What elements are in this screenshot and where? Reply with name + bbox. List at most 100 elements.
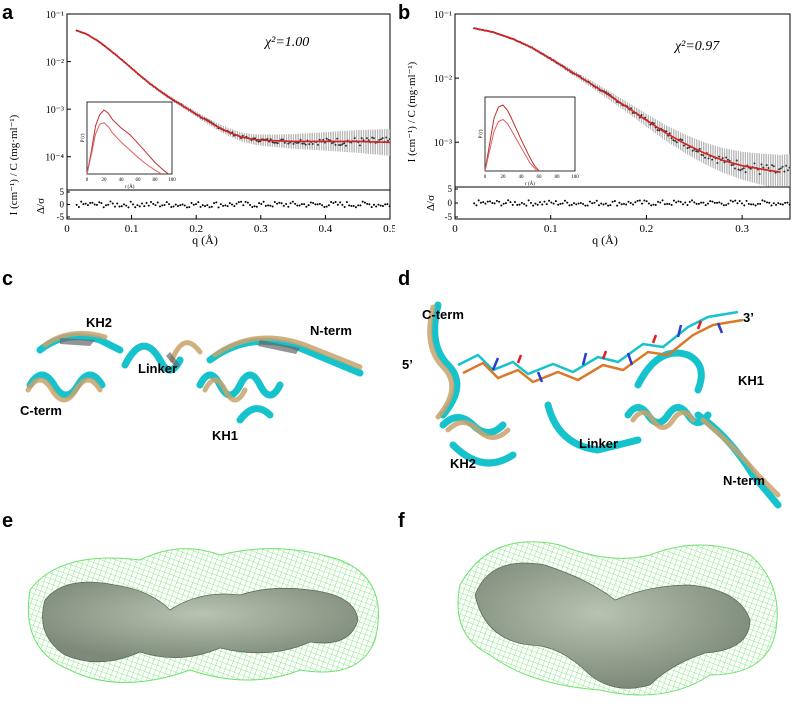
residual-point (772, 202, 775, 205)
residual-point (514, 201, 517, 204)
data-point (778, 168, 781, 171)
data-point (287, 142, 290, 145)
residual-point (386, 203, 389, 206)
residual-point (278, 201, 281, 204)
inset-tick-label: 20 (102, 178, 108, 183)
inset-tick-label: 0 (484, 175, 487, 180)
residual-point (240, 200, 243, 203)
residual-point (188, 206, 191, 209)
rna-sticks (457, 310, 744, 384)
residual-point (345, 201, 348, 204)
residual-point (228, 202, 231, 205)
cterm-label: C-term (20, 403, 62, 418)
residual-point (89, 201, 92, 204)
residual-point (579, 201, 582, 204)
residual-point (325, 205, 328, 208)
residual-point (262, 200, 265, 203)
residual-point (154, 204, 157, 207)
residual-point (366, 202, 369, 205)
residual-point (563, 199, 566, 202)
data-point (742, 167, 745, 170)
residual-point (548, 199, 551, 202)
residual-point (786, 201, 789, 204)
residual-point (523, 203, 526, 206)
chi-squared-label: χ²=1.00 (263, 35, 309, 50)
residual-point (709, 200, 712, 203)
residual-point (559, 202, 562, 205)
residual-tick-label: -5 (445, 212, 453, 222)
residual-point (566, 201, 569, 204)
data-point (282, 138, 285, 141)
residual-point (650, 204, 653, 207)
residual-point (545, 203, 548, 206)
residual-point (206, 204, 209, 207)
pr-curve (484, 118, 538, 172)
data-point (334, 143, 337, 146)
residual-point (125, 204, 128, 207)
residual-point (199, 205, 202, 208)
residual-point (720, 202, 723, 205)
residual-point (568, 204, 571, 207)
residual-point (684, 201, 687, 204)
residual-point (330, 200, 333, 203)
residual-point (339, 201, 342, 204)
residual-point (255, 205, 258, 208)
residual-point (201, 204, 204, 207)
ribbon-wheat (427, 304, 781, 498)
data-point (788, 166, 791, 169)
residual-point (595, 199, 598, 202)
residual-point (350, 205, 353, 208)
y-tick-label: 10⁻⁴ (45, 153, 64, 164)
y-axis-label: I (cm⁻¹) / C (mg·ml⁻¹) (8, 114, 20, 215)
residual-point (161, 204, 164, 207)
residual-point (156, 201, 159, 204)
residual-point (473, 202, 476, 205)
data-point (378, 139, 381, 142)
data-point (783, 170, 786, 173)
panel-label-a: a (2, 2, 14, 24)
residual-point (258, 202, 261, 205)
data-point (749, 167, 752, 170)
residual-point (582, 202, 585, 205)
residual-point (379, 204, 382, 207)
residual-point (500, 204, 503, 207)
residual-point (271, 205, 274, 208)
x-tick-label: 0.2 (640, 223, 654, 235)
residual-point (296, 204, 299, 207)
x-tick-label: 0.1 (544, 223, 558, 235)
residual-point (192, 203, 195, 206)
inset-y-label: P (r) (81, 133, 86, 142)
data-point (266, 137, 269, 140)
residual-tick-label: 0 (60, 200, 65, 210)
residual-point (600, 202, 603, 205)
residual-point (309, 201, 312, 204)
inset-tick-label: 80 (153, 178, 159, 183)
y-tick-label: 10⁻³ (434, 138, 452, 149)
residual-point (734, 199, 737, 202)
data-point (744, 171, 747, 174)
residual-point (95, 203, 98, 206)
residual-point (700, 201, 703, 204)
inset-tick-label: 80 (555, 175, 561, 180)
data-point (716, 161, 719, 164)
data-point (327, 138, 330, 141)
residual-point (718, 201, 721, 204)
residual-point (111, 202, 114, 205)
residual-point (697, 202, 700, 205)
data-point (271, 141, 274, 144)
kh1-label: KH1 (212, 428, 238, 443)
residual-point (625, 203, 628, 206)
residual-point (627, 200, 630, 203)
residual-point (604, 202, 607, 205)
data-point (786, 169, 789, 172)
nterm-label: N-term (723, 473, 765, 488)
residual-point (363, 201, 366, 204)
residual-point (668, 203, 671, 206)
data-point (343, 142, 346, 145)
residual-point (138, 205, 141, 208)
residual-point (116, 202, 119, 205)
linker-label: Linker (579, 436, 618, 451)
residual-point (570, 203, 573, 206)
residual-point (693, 201, 696, 204)
residual-point (163, 203, 166, 206)
